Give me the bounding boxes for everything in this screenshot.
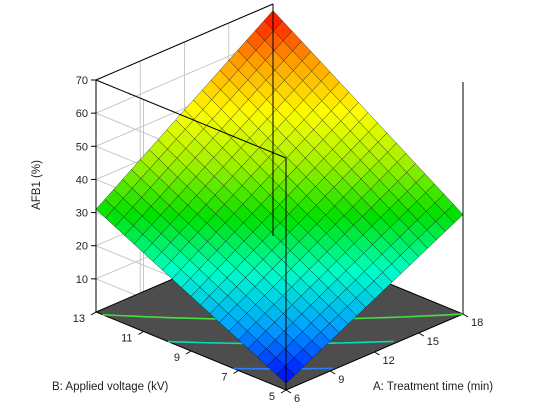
z-tick-label: 70 (76, 75, 88, 87)
x-axis-title: A: Treatment time (min) (373, 381, 493, 393)
z-tick-label: 20 (76, 241, 88, 253)
box-edge (95, 79, 287, 159)
z-tick-label: 40 (76, 174, 88, 186)
y-tick (90, 311, 97, 316)
x-tick-label: 9 (338, 374, 344, 386)
z-tick-label: 50 (76, 141, 88, 153)
y-tick (185, 350, 192, 355)
y-axis-title: B: Applied voltage (kV) (52, 381, 169, 393)
axis-ticks: 10 20 30 40 50 60 70 5 7 9 11 13 6 9 12 15 18 (73, 75, 484, 405)
x-tick (374, 351, 380, 356)
z-tick-label: 30 (76, 208, 88, 220)
x-tick-label: 12 (383, 355, 395, 367)
response-surface (95, 10, 464, 384)
y-tick (280, 389, 287, 394)
box-edge (95, 3, 274, 81)
y-tick-label: 5 (269, 391, 275, 403)
x-tick (462, 313, 469, 318)
y-tick (233, 370, 239, 374)
z-axis-title: AFB1 (%) (31, 160, 43, 210)
y-tick-label: 11 (121, 333, 132, 345)
y-tick-label: 7 (221, 372, 227, 384)
x-tick (329, 370, 336, 375)
z-tick-label: 10 (76, 274, 88, 286)
y-tick (138, 331, 144, 335)
y-tick-label: 13 (73, 313, 85, 325)
x-tick-label: 6 (294, 393, 300, 405)
y-tick-label: 9 (174, 352, 180, 364)
x-tick-label: 18 (471, 317, 483, 329)
x-tick (285, 389, 292, 394)
x-tick-label: 15 (427, 336, 439, 348)
x-tick (418, 332, 425, 337)
axis-box (95, 3, 464, 390)
z-tick-label: 60 (76, 108, 88, 120)
